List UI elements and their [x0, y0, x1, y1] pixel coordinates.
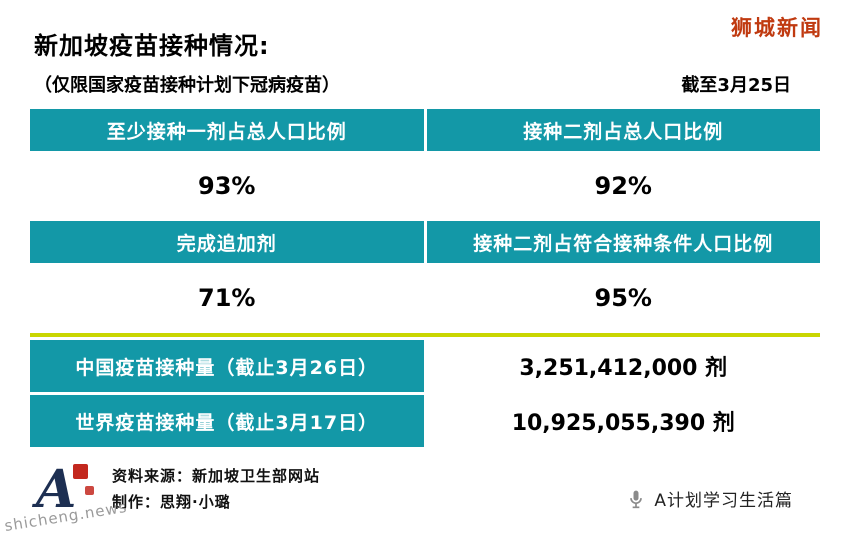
- total-label-cell: 世界疫苗接种量（截止3月17日）: [30, 395, 424, 447]
- as-of-date: 截至3月25日: [681, 75, 791, 96]
- subtitle-row: （仅限国家疫苗接种计划下冠病疫苗） 截至3月25日: [30, 71, 819, 97]
- page-title: 新加坡疫苗接种情况:: [34, 32, 270, 60]
- total-value-cell: 3,251,412,000 剂: [426, 340, 820, 392]
- stat-value-cell: 92%: [426, 154, 820, 218]
- footer: A 资料来源：新加坡卫生部网站 制作：思翔·小璐: [32, 460, 320, 524]
- credits-block: 资料来源：新加坡卫生部网站 制作：思翔·小璐: [112, 460, 320, 515]
- site-brand: 狮城新闻: [731, 16, 823, 40]
- credit-line: 制作：思翔·小璐: [112, 492, 231, 511]
- header: 新加坡疫苗接种情况: （仅限国家疫苗接种计划下冠病疫苗） 截至3月25日: [0, 0, 849, 97]
- channel-name: A计划学习生活篇: [654, 491, 793, 511]
- stat-value-cell: 71%: [30, 266, 424, 330]
- stat-label-cell: 至少接种一剂占总人口比例: [30, 109, 424, 151]
- section-divider: [30, 333, 820, 337]
- subtitle: （仅限国家疫苗接种计划下冠病疫苗）: [34, 75, 340, 96]
- shicheng-logo: A: [32, 460, 96, 524]
- logo-seal-stamp-small: [85, 486, 94, 495]
- stats-table: 至少接种一剂占总人口比例 接种二剂占总人口比例 93% 92% 完成追加剂 接种…: [30, 109, 820, 447]
- stat-label-cell: 接种二剂占总人口比例: [426, 109, 820, 151]
- total-label-cell: 中国疫苗接种量（截止3月26日）: [30, 340, 424, 392]
- stat-value-cell: 93%: [30, 154, 424, 218]
- logo-seal-stamp: [73, 464, 88, 479]
- channel-badge: A计划学习生活篇: [626, 486, 793, 511]
- logo-letter: A: [36, 459, 77, 520]
- source-line: 资料来源：新加坡卫生部网站: [112, 467, 321, 485]
- stat-label-cell: 接种二剂占符合接种条件人口比例: [426, 221, 820, 263]
- microphone-icon: [626, 489, 646, 509]
- total-value-cell: 10,925,055,390 剂: [426, 395, 820, 447]
- stat-label-cell: 完成追加剂: [30, 221, 424, 263]
- stat-value-cell: 95%: [426, 266, 820, 330]
